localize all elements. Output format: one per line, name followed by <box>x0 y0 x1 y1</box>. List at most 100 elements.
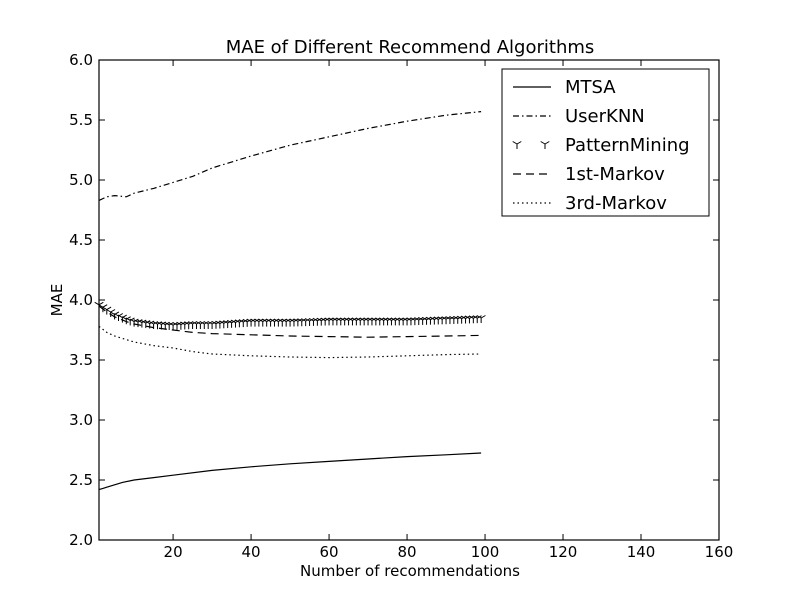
pattern-mining-marker <box>234 319 244 328</box>
pattern-mining-marker <box>414 317 424 326</box>
x-axis-label: Number of recommendations <box>300 562 520 580</box>
pattern-mining-marker <box>386 317 397 326</box>
pattern-mining-marker <box>468 315 478 324</box>
pattern-mining-marker <box>238 319 248 328</box>
pattern-mining-marker <box>375 317 385 326</box>
pattern-mining-marker <box>363 317 373 326</box>
x-tick-label: 40 <box>242 543 261 561</box>
legend-label: 3rd-Markov <box>565 193 667 214</box>
pattern-mining-marker <box>324 317 334 326</box>
ticks-layer: 20 40 60 80 100 120 140 160 2.0 2.5 3.0 3.5 4.0 4.5 5.… <box>69 51 733 561</box>
pattern-mining-marker <box>293 318 303 327</box>
pattern-mining-marker <box>254 318 264 327</box>
pattern-mining-marker <box>445 316 455 325</box>
pattern-mining-marker <box>476 315 486 323</box>
pattern-mining-marker <box>184 321 194 330</box>
y-tick-label: 3.5 <box>69 351 93 369</box>
pattern-mining-marker <box>246 318 256 327</box>
series-3rd-markov <box>98 325 482 359</box>
legend-label: UserKNN <box>565 106 645 127</box>
pattern-mining-marker <box>191 321 202 329</box>
pattern-mining-marker <box>328 317 338 326</box>
pattern-mining-marker <box>180 321 190 330</box>
pattern-mining-marker <box>269 318 280 327</box>
pattern-mining-marker <box>250 318 260 327</box>
pattern-mining-marker <box>437 316 447 325</box>
pattern-mining-marker <box>425 316 435 325</box>
pattern-mining-marker <box>394 317 404 326</box>
pattern-mining-marker <box>460 315 471 324</box>
pattern-mining-marker <box>347 317 358 326</box>
series-line <box>98 111 482 201</box>
pattern-mining-marker <box>137 319 147 328</box>
pattern-mining-marker <box>340 317 350 326</box>
series-patternmining <box>94 301 486 331</box>
legend-entry: PatternMining <box>512 135 690 156</box>
pattern-mining-marker <box>453 315 463 324</box>
pattern-mining-marker <box>379 317 389 326</box>
pattern-mining-marker <box>141 320 151 329</box>
pattern-mining-marker <box>297 318 307 327</box>
pattern-mining-marker <box>203 321 213 329</box>
pattern-mining-marker <box>188 321 198 329</box>
chart-title: MAE of Different Recommend Algorithms <box>226 37 595 58</box>
pattern-mining-marker <box>351 317 361 326</box>
pattern-mining-marker <box>359 317 369 326</box>
plot-area: 20 40 60 80 100 120 140 160 2.0 2.5 3.0 3.5 4.0 4.5 5.… <box>69 51 733 561</box>
series-mtsa <box>98 452 482 491</box>
series-line <box>98 305 482 338</box>
legend-marker <box>540 141 550 149</box>
legend-box <box>501 68 710 217</box>
series-1st-markov <box>98 305 482 338</box>
pattern-mining-marker <box>230 319 241 328</box>
pattern-mining-marker <box>472 315 482 324</box>
y-axis-label: MAE <box>48 284 66 317</box>
pattern-mining-marker <box>227 319 237 328</box>
pattern-mining-marker <box>301 318 311 327</box>
pattern-mining-marker <box>457 315 467 324</box>
pattern-mining-marker <box>421 316 432 325</box>
x-tick-label: 100 <box>471 543 500 561</box>
pattern-mining-marker <box>429 316 439 325</box>
series-line <box>98 452 482 491</box>
series-layer <box>94 111 486 491</box>
pattern-mining-marker <box>320 317 330 326</box>
pattern-mining-marker <box>316 317 326 326</box>
x-tick-label: 80 <box>398 543 417 561</box>
pattern-mining-marker <box>449 316 459 324</box>
pattern-mining-marker <box>312 317 322 326</box>
pattern-mining-marker <box>305 318 315 326</box>
pattern-mining-marker <box>195 321 205 329</box>
pattern-mining-marker <box>289 318 299 327</box>
legend: MTSA UserKNN PatternMining 1st-Markov 3rd-Ma… <box>501 68 710 217</box>
x-tick-label: 20 <box>164 543 183 561</box>
series-userknn <box>98 111 482 201</box>
pattern-mining-marker <box>215 320 225 329</box>
pattern-mining-marker <box>285 318 295 327</box>
y-tick-label: 5.5 <box>69 111 93 129</box>
y-tick-label: 4.0 <box>69 291 93 309</box>
pattern-mining-marker <box>418 316 428 325</box>
legend-marker <box>512 141 522 149</box>
pattern-mining-marker <box>168 322 178 331</box>
pattern-mining-marker <box>433 316 443 325</box>
pattern-mining-marker <box>332 317 342 326</box>
pattern-mining-marker <box>371 317 381 326</box>
pattern-mining-marker <box>207 321 217 329</box>
x-tick-label: 160 <box>705 543 734 561</box>
pattern-mining-marker <box>199 321 209 329</box>
pattern-mining-marker <box>367 317 377 326</box>
pattern-mining-marker <box>308 317 319 326</box>
pattern-mining-marker <box>223 320 233 329</box>
y-tick-label: 6.0 <box>69 51 93 69</box>
pattern-mining-marker <box>410 317 420 326</box>
legend-entry: 3rd-Markov <box>513 193 667 214</box>
x-tick-label: 120 <box>549 543 578 561</box>
pattern-mining-marker <box>344 317 354 326</box>
legend-entry: UserKNN <box>513 106 645 127</box>
pattern-mining-marker <box>262 318 272 327</box>
pattern-mining-marker <box>176 321 186 330</box>
legend-label: PatternMining <box>565 135 690 156</box>
pattern-mining-marker <box>266 318 276 327</box>
